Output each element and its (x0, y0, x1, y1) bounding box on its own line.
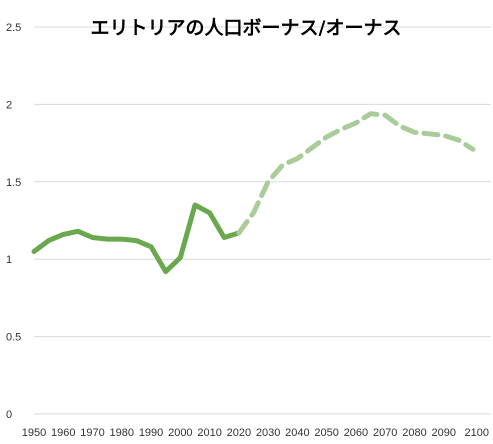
projected-series-line (236, 111, 476, 236)
y-tick-label: 1 (6, 254, 12, 266)
y-axis-ticks: 0 0.5 1 1.5 2 2.5 (6, 22, 21, 421)
y-tick-label: 0.5 (6, 332, 21, 344)
x-tick-label: 2100 (465, 427, 489, 439)
x-tick-label: 1980 (110, 427, 134, 439)
x-tick-label: 2070 (373, 427, 397, 439)
x-tick-label: 2090 (431, 427, 455, 439)
x-tick-label: 2010 (197, 427, 221, 439)
series-lines (31, 111, 476, 275)
x-tick-label: 2080 (402, 427, 426, 439)
chart-title: エリトリアの人口ボーナス/オーナス (91, 17, 402, 39)
x-tick-label: 1970 (80, 427, 104, 439)
x-tick-label: 1990 (139, 427, 163, 439)
y-tick-label: 2 (6, 99, 12, 111)
historical-series-line (31, 202, 242, 275)
y-tick-label: 1.5 (6, 177, 21, 189)
x-tick-label: 2020 (227, 427, 251, 439)
y-tick-label: 0 (6, 409, 12, 421)
gridlines (34, 26, 491, 415)
x-tick-label: 2040 (285, 427, 309, 439)
x-tick-label: 1960 (51, 427, 75, 439)
x-axis-ticks: 1950 1960 1970 1980 1990 2000 2010 2020 2030 2040… (22, 427, 489, 439)
x-tick-label: 2030 (256, 427, 280, 439)
y-tick-label: 2.5 (6, 22, 21, 34)
x-tick-label: 1950 (22, 427, 46, 439)
x-tick-label: 2050 (314, 427, 338, 439)
x-tick-label: 2060 (344, 427, 368, 439)
x-tick-label: 2000 (168, 427, 192, 439)
